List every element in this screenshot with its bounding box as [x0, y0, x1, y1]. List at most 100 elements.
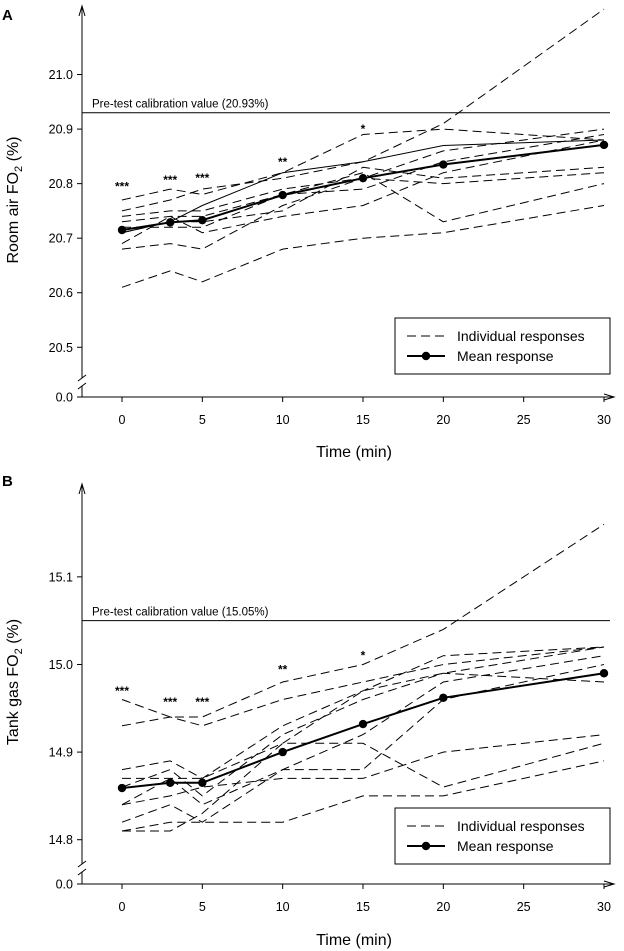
individual-response-line	[121, 128, 605, 217]
individual-responses	[121, 8, 605, 288]
x-tick-label: 15	[356, 413, 370, 427]
significance-marker: ***	[163, 173, 177, 187]
legend-mean-marker	[421, 351, 431, 361]
panel-b: B Pre-test calibration value (15.05%) **…	[2, 473, 616, 949]
x-tick-label: 20	[436, 900, 450, 914]
panel-letter: B	[2, 473, 13, 490]
axes: 20.5 20.6 20.7 20.8 20.9 21.0 0.0 0 5 10 15 20 25 30 T…	[5, 4, 616, 461]
significance-marker: **	[278, 155, 288, 169]
x-tick-label: 5	[199, 900, 206, 914]
y-axis-arrow	[78, 4, 86, 17]
axis-break-mark	[77, 382, 87, 390]
mean-response-point	[358, 173, 368, 183]
mean-response	[117, 669, 609, 793]
y-tick-label: 20.5	[49, 341, 73, 355]
legend: Individual responses Mean response	[394, 807, 611, 865]
significance-marker: ***	[163, 695, 177, 709]
individual-response-line	[122, 742, 605, 832]
y-axis-arrow	[78, 482, 86, 495]
y-tick-label-zero: 0.0	[56, 391, 73, 405]
y-axis-label-main: Tank gas FO	[5, 654, 22, 745]
y-tick-label-zero: 0.0	[56, 878, 73, 892]
mean-response-point	[198, 215, 207, 225]
legend-box	[394, 317, 611, 375]
reference-line-label: Pre-test calibration value (20.93%)	[92, 99, 269, 111]
mean-response	[117, 140, 609, 235]
y-axis-label-main: Room air FO	[5, 172, 22, 264]
significance-marker: ***	[115, 179, 129, 193]
y-tick-label: 20.7	[49, 232, 73, 246]
individual-response-line	[121, 172, 605, 223]
x-axis-label: Time (min)	[316, 444, 392, 461]
x-tick-label: 25	[517, 413, 531, 427]
significance-markers: ************	[115, 649, 366, 709]
y-tick-label: 15.0	[49, 658, 73, 672]
individual-response-line	[121, 672, 605, 797]
x-tick-label: 25	[517, 900, 531, 914]
individual-response-line	[121, 139, 605, 245]
mean-response-point	[599, 669, 609, 678]
individual-response-line	[121, 205, 605, 288]
significance-marker: ***	[115, 684, 129, 698]
legend-box	[394, 807, 611, 865]
x-tick-label: 10	[276, 900, 290, 914]
y-axis-label-sub: 2	[13, 166, 25, 172]
y-axis-label: Tank gas FO2 (%)	[5, 619, 25, 745]
individual-response-line	[121, 646, 605, 727]
y-tick-label: 21.0	[49, 68, 73, 82]
x-tick-label: 20	[436, 413, 450, 427]
mean-response-point	[599, 140, 609, 150]
significance-markers: ************	[115, 122, 366, 193]
individual-response-line	[121, 646, 605, 779]
x-tick-label: 10	[276, 413, 290, 427]
y-axis-label-unit: (%)	[5, 619, 22, 648]
mean-response-point	[358, 719, 368, 729]
individual-response-line	[122, 646, 605, 779]
x-axis-arrow	[603, 880, 616, 888]
x-tick-label: 30	[597, 900, 611, 914]
x-tick-label: 0	[119, 413, 126, 427]
mean-response-point	[198, 778, 207, 787]
axis-break-mark	[77, 860, 87, 868]
y-tick-label: 14.8	[49, 833, 73, 847]
y-tick-label: 15.1	[49, 570, 73, 584]
reference-line-group: Pre-test calibration value (20.93%)	[82, 99, 610, 114]
legend-individual-label: Individual responses	[457, 328, 585, 344]
legend-mean-label: Mean response	[457, 348, 554, 364]
y-axis-label-sub: 2	[13, 648, 25, 654]
x-axis-arrow	[603, 393, 616, 401]
legend-mean-marker	[421, 841, 431, 851]
mean-response-point	[439, 693, 448, 702]
significance-marker: ***	[195, 171, 209, 185]
mean-response-point	[117, 783, 127, 793]
axis-break-mark	[77, 374, 87, 382]
mean-response-point	[278, 190, 287, 200]
mean-response-point	[278, 747, 287, 757]
significance-marker: *	[361, 649, 366, 663]
x-tick-label: 30	[597, 413, 611, 427]
mean-response-point	[439, 160, 448, 169]
y-axis-label-unit: (%)	[5, 136, 22, 165]
individual-response-line	[121, 128, 605, 201]
x-tick-label: 5	[199, 413, 206, 427]
individual-response-line	[121, 523, 605, 718]
reference-line-group: Pre-test calibration value (15.05%)	[82, 607, 610, 622]
individual-response-line	[121, 760, 605, 832]
x-axis-label: Time (min)	[316, 932, 392, 949]
significance-marker: **	[278, 663, 288, 677]
individual-response-line	[122, 134, 605, 228]
individual-response-line	[121, 734, 605, 806]
x-tick-label: 0	[119, 900, 126, 914]
y-tick-label: 20.6	[49, 286, 73, 300]
mean-response-point	[166, 778, 175, 787]
legend-mean-label: Mean response	[457, 838, 554, 854]
y-tick-label: 14.9	[49, 746, 73, 760]
significance-marker: *	[361, 122, 366, 136]
x-tick-label: 15	[356, 900, 370, 914]
legend-individual-label: Individual responses	[457, 818, 585, 834]
significance-marker: ***	[195, 695, 209, 709]
panel-letter: A	[2, 7, 13, 24]
axis-break-mark	[77, 868, 87, 876]
mean-response-point	[166, 218, 175, 227]
